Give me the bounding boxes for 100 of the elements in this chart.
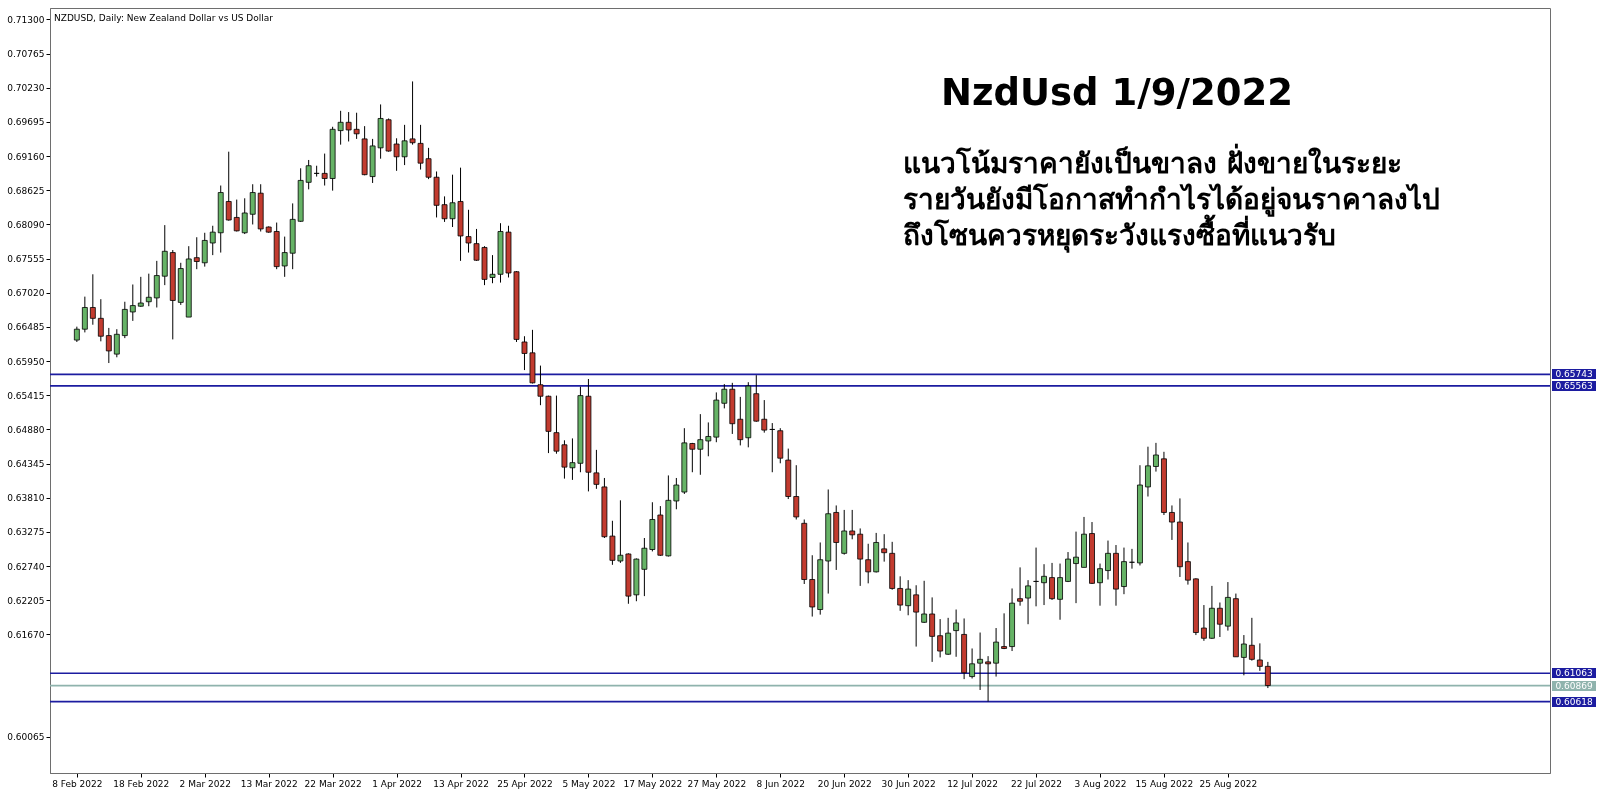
candlestick bbox=[89, 273, 96, 326]
candlestick bbox=[305, 159, 312, 190]
candlestick bbox=[1097, 563, 1103, 607]
ref-line-label: 0.60618 bbox=[1552, 696, 1596, 707]
candlestick bbox=[905, 579, 912, 616]
candlestick bbox=[1256, 642, 1263, 672]
y-tick-label: 0.70765 bbox=[7, 49, 45, 60]
candlestick bbox=[105, 327, 112, 364]
candlestick bbox=[233, 199, 240, 232]
x-tick-label: 3 Aug 2022 bbox=[1074, 778, 1127, 789]
y-tick-label: 0.60065 bbox=[7, 732, 45, 743]
candlestick bbox=[1248, 617, 1255, 662]
y-tick-label: 0.64880 bbox=[7, 424, 45, 435]
x-tick-label: 22 Mar 2022 bbox=[304, 778, 362, 789]
candlestick bbox=[897, 575, 904, 612]
ref-line-label: 0.61063 bbox=[1552, 668, 1596, 679]
candlestick bbox=[921, 580, 928, 624]
x-tick-label: 22 Jul 2022 bbox=[1011, 778, 1063, 789]
candlestick bbox=[1025, 579, 1031, 625]
candlestick bbox=[929, 596, 936, 663]
candlestick bbox=[1017, 566, 1023, 607]
x-tick-label: 15 Aug 2022 bbox=[1135, 778, 1194, 789]
annotation: แนวโน้มราคายังเป็นขาลง ฝั่งขายในระยะ bbox=[903, 143, 1402, 180]
y-tick-label: 0.65415 bbox=[7, 390, 45, 401]
candlestick bbox=[953, 609, 960, 658]
candlestick bbox=[1264, 661, 1271, 689]
candlestick bbox=[1153, 442, 1159, 473]
candlestick bbox=[1240, 634, 1247, 676]
candlestick bbox=[201, 232, 208, 268]
candlestick bbox=[1145, 446, 1151, 497]
x-tick-label: 12 Jul 2022 bbox=[947, 778, 999, 789]
candlestick bbox=[1217, 602, 1223, 638]
candlestick bbox=[249, 183, 256, 225]
candlestick bbox=[913, 584, 920, 648]
candlestick bbox=[993, 627, 999, 678]
x-tick-label: 25 Apr 2022 bbox=[497, 778, 553, 789]
candlestick bbox=[1073, 531, 1079, 604]
candlestick bbox=[841, 509, 848, 556]
x-tick-label: 13 Mar 2022 bbox=[240, 778, 298, 789]
candlestick bbox=[129, 284, 136, 322]
y-tick-label: 0.61670 bbox=[7, 629, 45, 640]
candlestick bbox=[97, 298, 104, 342]
candlestick bbox=[985, 655, 991, 702]
candlestick bbox=[761, 399, 768, 434]
x-tick-label: 5 May 2022 bbox=[562, 778, 616, 789]
candlestick bbox=[1049, 562, 1055, 601]
y-tick-label: 0.69695 bbox=[7, 117, 45, 128]
candlestick bbox=[977, 632, 983, 691]
candlestick bbox=[865, 543, 872, 584]
y-tick-label: 0.64345 bbox=[7, 459, 45, 470]
candlestick bbox=[1105, 540, 1111, 581]
candlestick bbox=[1201, 604, 1207, 642]
y-tick-label: 0.68625 bbox=[7, 185, 45, 196]
candlestick bbox=[1185, 541, 1191, 586]
y-tick-label: 0.68090 bbox=[7, 219, 45, 230]
text: NZDUSD, Daily: New Zealand Dollar vs US Dollar bbox=[54, 13, 274, 23]
candlestick bbox=[697, 413, 704, 476]
candlestick bbox=[1065, 551, 1071, 583]
candlestick bbox=[281, 236, 288, 278]
y-tick-label: 0.69160 bbox=[7, 151, 45, 162]
candlestick bbox=[225, 151, 232, 222]
y-tick-label: 0.63275 bbox=[7, 527, 45, 538]
y-tick-label: 0.70230 bbox=[7, 83, 45, 94]
y-tick-label: 0.63810 bbox=[7, 493, 45, 504]
x-tick-label: 8 Feb 2022 bbox=[52, 778, 103, 789]
x-tick-label: 2 Mar 2022 bbox=[179, 778, 231, 789]
candlestick bbox=[81, 296, 88, 333]
y-tick-label: 0.62740 bbox=[7, 561, 45, 572]
y-tick-label: 0.62205 bbox=[7, 595, 45, 606]
x-tick-label: 13 Apr 2022 bbox=[433, 778, 489, 789]
candlestick bbox=[209, 225, 216, 256]
x-tick-label: 27 May 2022 bbox=[687, 778, 747, 789]
y-tick-label: 0.66485 bbox=[7, 322, 45, 333]
candlestick bbox=[113, 328, 120, 358]
y-tick-label: 0.67555 bbox=[7, 254, 45, 265]
candlestick bbox=[721, 383, 728, 409]
ref-line-label: 0.65563 bbox=[1552, 380, 1596, 391]
candlestick bbox=[137, 276, 144, 308]
x-tick-label: 20 Jun 2022 bbox=[817, 778, 872, 789]
candlestick bbox=[705, 421, 712, 457]
candlestick bbox=[153, 260, 160, 308]
y-tick-label: 0.65950 bbox=[7, 356, 45, 367]
candlestick bbox=[241, 197, 248, 235]
candlestick bbox=[849, 509, 856, 540]
candlestick bbox=[737, 396, 744, 446]
ref-line-label: 0.60869 bbox=[1552, 680, 1596, 691]
x-tick-label: 8 Jun 2022 bbox=[756, 778, 805, 789]
x-tick-label: 1 Apr 2022 bbox=[372, 778, 423, 789]
x-tick-label: 18 Feb 2022 bbox=[113, 778, 170, 789]
candlestick bbox=[937, 618, 944, 658]
ref-line-label: 0.65743 bbox=[1552, 369, 1596, 380]
candlestick bbox=[689, 442, 696, 473]
candlestick bbox=[1169, 504, 1175, 541]
candlestick bbox=[1041, 563, 1047, 606]
candlestick bbox=[1001, 612, 1007, 650]
x-tick-label: 25 Aug 2022 bbox=[1199, 778, 1258, 789]
candlestick bbox=[1057, 563, 1063, 621]
x-tick-label: 17 May 2022 bbox=[623, 778, 683, 789]
candlestick bbox=[969, 647, 976, 679]
candlestick bbox=[145, 273, 152, 307]
